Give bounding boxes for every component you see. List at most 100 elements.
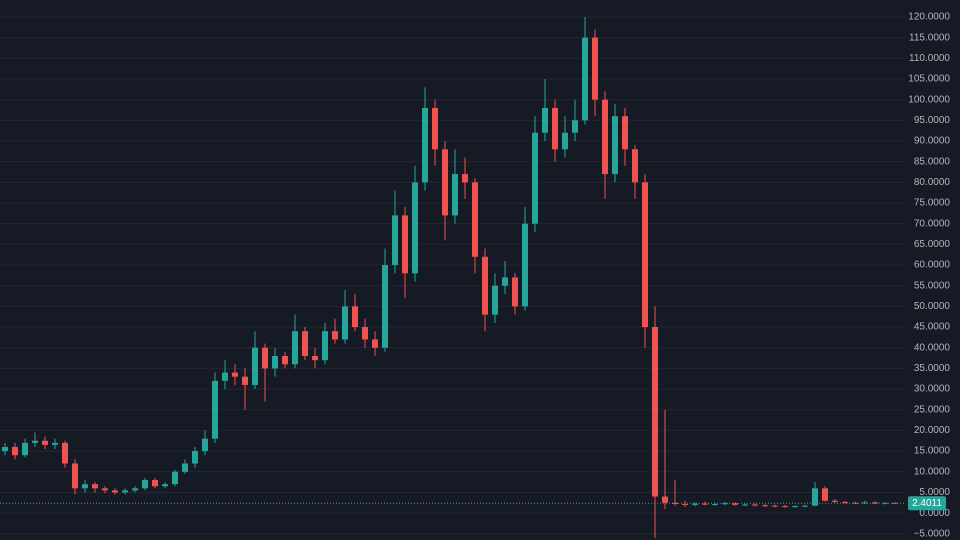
candle-body bbox=[642, 182, 648, 328]
y-tick-label: 25.0000 bbox=[914, 404, 951, 415]
candle-body bbox=[482, 256, 488, 315]
candle-body bbox=[712, 504, 718, 506]
candle-body bbox=[212, 380, 218, 439]
candle-body bbox=[162, 484, 168, 487]
candle-body bbox=[752, 504, 758, 506]
candle-body bbox=[542, 107, 548, 133]
candle-body bbox=[312, 356, 318, 361]
candle-body bbox=[372, 339, 378, 348]
candle-body bbox=[422, 107, 428, 183]
candle-body bbox=[352, 306, 358, 328]
y-tick-label: 95.0000 bbox=[914, 115, 951, 126]
candle-body bbox=[232, 372, 238, 377]
candle-body bbox=[262, 347, 268, 369]
candle-body bbox=[222, 372, 228, 381]
candle-body bbox=[622, 116, 628, 150]
y-tick-label: 30.0000 bbox=[914, 384, 951, 395]
candle-body bbox=[202, 438, 208, 452]
y-tick-label: 105.0000 bbox=[908, 74, 950, 85]
y-tick-label: 110.0000 bbox=[909, 53, 950, 64]
candle-body bbox=[692, 503, 698, 505]
candle-body bbox=[612, 116, 618, 175]
candle-body bbox=[822, 488, 828, 501]
candle-body bbox=[282, 356, 288, 365]
y-tick-label: 120.0000 bbox=[908, 12, 950, 23]
candle-body bbox=[252, 347, 258, 385]
y-tick-label: 85.0000 bbox=[914, 156, 951, 167]
candle-body bbox=[682, 504, 688, 506]
candle-body bbox=[702, 503, 708, 505]
y-tick-label: 75.0000 bbox=[914, 198, 951, 209]
y-tick-label: 5.0000 bbox=[919, 487, 950, 498]
candle-body bbox=[2, 446, 8, 452]
y-tick-label: 65.0000 bbox=[914, 239, 951, 250]
candle-body bbox=[652, 327, 658, 497]
candle-body bbox=[792, 506, 798, 508]
y-tick-label: 15.0000 bbox=[914, 446, 951, 457]
candle-body bbox=[662, 496, 668, 503]
candle-body bbox=[812, 488, 818, 506]
candle-body bbox=[272, 356, 278, 369]
candle-body bbox=[32, 440, 38, 443]
last-price-tag bbox=[908, 496, 946, 511]
candle-body bbox=[562, 132, 568, 150]
candle-body bbox=[92, 484, 98, 489]
candle-body bbox=[632, 149, 638, 183]
candle-body bbox=[172, 471, 178, 485]
y-tick-label: 55.0000 bbox=[914, 280, 951, 291]
candle-body bbox=[292, 331, 298, 365]
candle-body bbox=[442, 149, 448, 216]
candle-body bbox=[772, 505, 778, 507]
candle-body bbox=[242, 376, 248, 385]
candle-body bbox=[332, 331, 338, 340]
candle-body bbox=[42, 440, 48, 445]
candle-body bbox=[522, 223, 528, 307]
candle-body bbox=[342, 306, 348, 340]
candle-body bbox=[842, 501, 848, 503]
last-price-label: 2.4011 bbox=[912, 498, 942, 509]
candle-body bbox=[112, 490, 118, 493]
candle-body bbox=[122, 490, 128, 493]
candle-body bbox=[152, 480, 158, 487]
candle-body bbox=[732, 503, 738, 505]
candle-body bbox=[322, 331, 328, 361]
candle-body bbox=[182, 463, 188, 472]
candle-body bbox=[402, 215, 408, 274]
candle-body bbox=[192, 451, 198, 464]
candle-body bbox=[82, 484, 88, 489]
candle-body bbox=[132, 488, 138, 491]
candle-body bbox=[72, 463, 78, 489]
candle-body bbox=[62, 442, 68, 464]
candle-body bbox=[302, 331, 308, 357]
candle-body bbox=[142, 480, 148, 489]
y-tick-label: 100.0000 bbox=[908, 94, 950, 105]
candle-body bbox=[832, 500, 838, 502]
y-tick-label: 50.0000 bbox=[914, 301, 951, 312]
candle-body bbox=[432, 107, 438, 150]
candle-body bbox=[582, 37, 588, 121]
y-tick-label: 60.0000 bbox=[914, 260, 951, 271]
candle-body bbox=[412, 182, 418, 274]
candle-body bbox=[362, 327, 368, 340]
candle-body bbox=[552, 107, 558, 150]
candle-body bbox=[382, 265, 388, 348]
candle-body bbox=[592, 37, 598, 100]
candle-body bbox=[12, 446, 18, 456]
candle-body bbox=[52, 442, 58, 445]
candle-body bbox=[572, 120, 578, 133]
y-tick-label: 90.0000 bbox=[914, 136, 951, 147]
candle-body bbox=[802, 505, 808, 507]
candle-body bbox=[452, 174, 458, 216]
y-tick-label: 45.0000 bbox=[914, 322, 951, 333]
candle-body bbox=[862, 502, 868, 504]
candle-body bbox=[762, 505, 768, 507]
candle-body bbox=[892, 502, 898, 504]
y-tick-label: 70.0000 bbox=[914, 218, 951, 229]
candle-body bbox=[462, 174, 468, 183]
candle-body bbox=[392, 215, 398, 266]
y-tick-label: 115.0000 bbox=[909, 32, 950, 43]
candle-body bbox=[782, 506, 788, 508]
